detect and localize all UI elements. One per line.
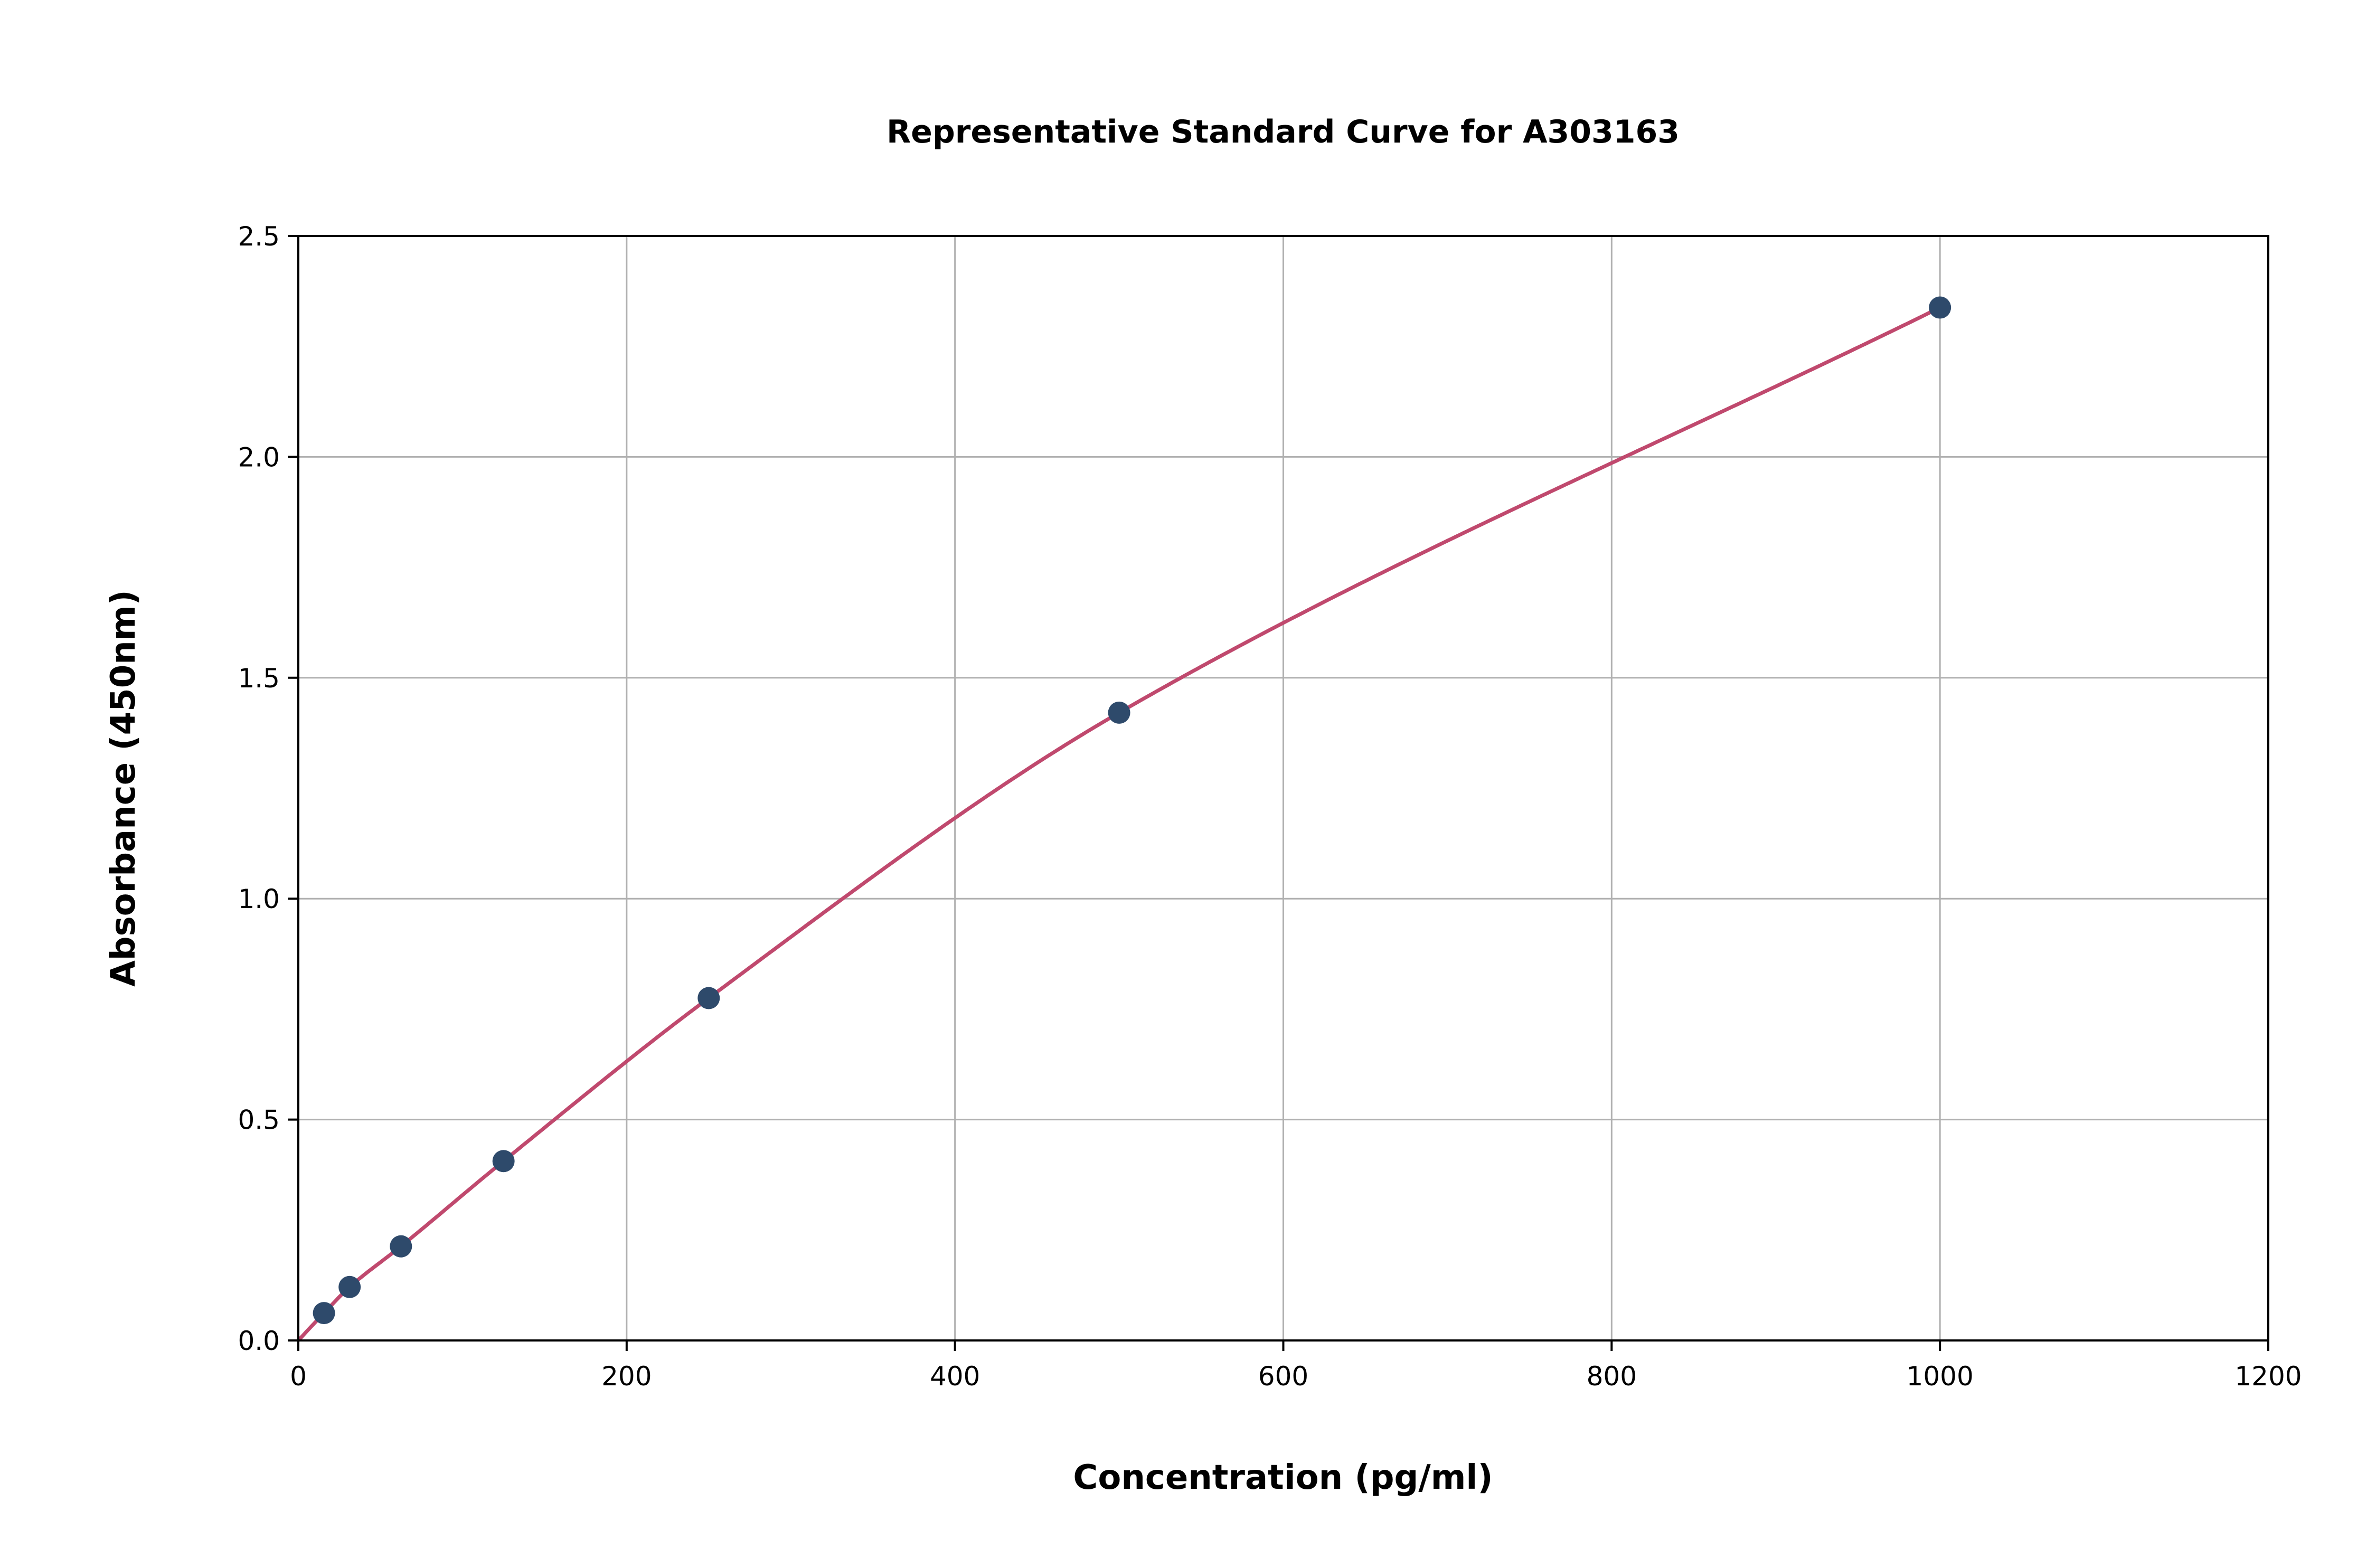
y-axis-ticks: 0.0 0.5 1.0 1.5 2.0 2.5 xyxy=(238,221,298,1356)
y-tick-label: 1.0 xyxy=(238,884,280,914)
chart-title: Representative Standard Curve for A30316… xyxy=(887,114,1680,150)
data-point xyxy=(492,1150,515,1173)
data-point xyxy=(338,1276,361,1298)
y-tick-label: 2.5 xyxy=(238,221,280,252)
x-tick-label: 400 xyxy=(930,1361,980,1392)
x-tick-label: 800 xyxy=(1587,1361,1637,1392)
x-axis-ticks: 0 200 400 600 800 1000 1200 xyxy=(290,1340,2302,1392)
y-axis-label: Absorbance (450nm) xyxy=(104,590,143,987)
x-tick-label: 0 xyxy=(290,1361,307,1392)
y-tick-label: 0.5 xyxy=(238,1105,280,1136)
data-point xyxy=(1929,296,1951,319)
x-tick-label: 200 xyxy=(601,1361,652,1392)
x-tick-label: 1000 xyxy=(1907,1361,1974,1392)
data-point xyxy=(390,1235,412,1258)
x-tick-label: 600 xyxy=(1258,1361,1308,1392)
fit-curve xyxy=(297,306,1941,1342)
data-point xyxy=(313,1302,335,1325)
y-tick-label: 0.0 xyxy=(238,1326,280,1356)
data-points xyxy=(313,296,1951,1325)
data-point xyxy=(697,987,720,1009)
data-point xyxy=(1108,701,1130,724)
x-tick-label: 1200 xyxy=(2234,1361,2302,1392)
y-tick-label: 2.0 xyxy=(238,442,280,473)
y-tick-label: 1.5 xyxy=(238,663,280,694)
fit-curve-layer xyxy=(297,306,1941,1342)
x-axis-label: Concentration (pg/ml) xyxy=(1073,1458,1493,1497)
grid xyxy=(297,235,2269,1342)
